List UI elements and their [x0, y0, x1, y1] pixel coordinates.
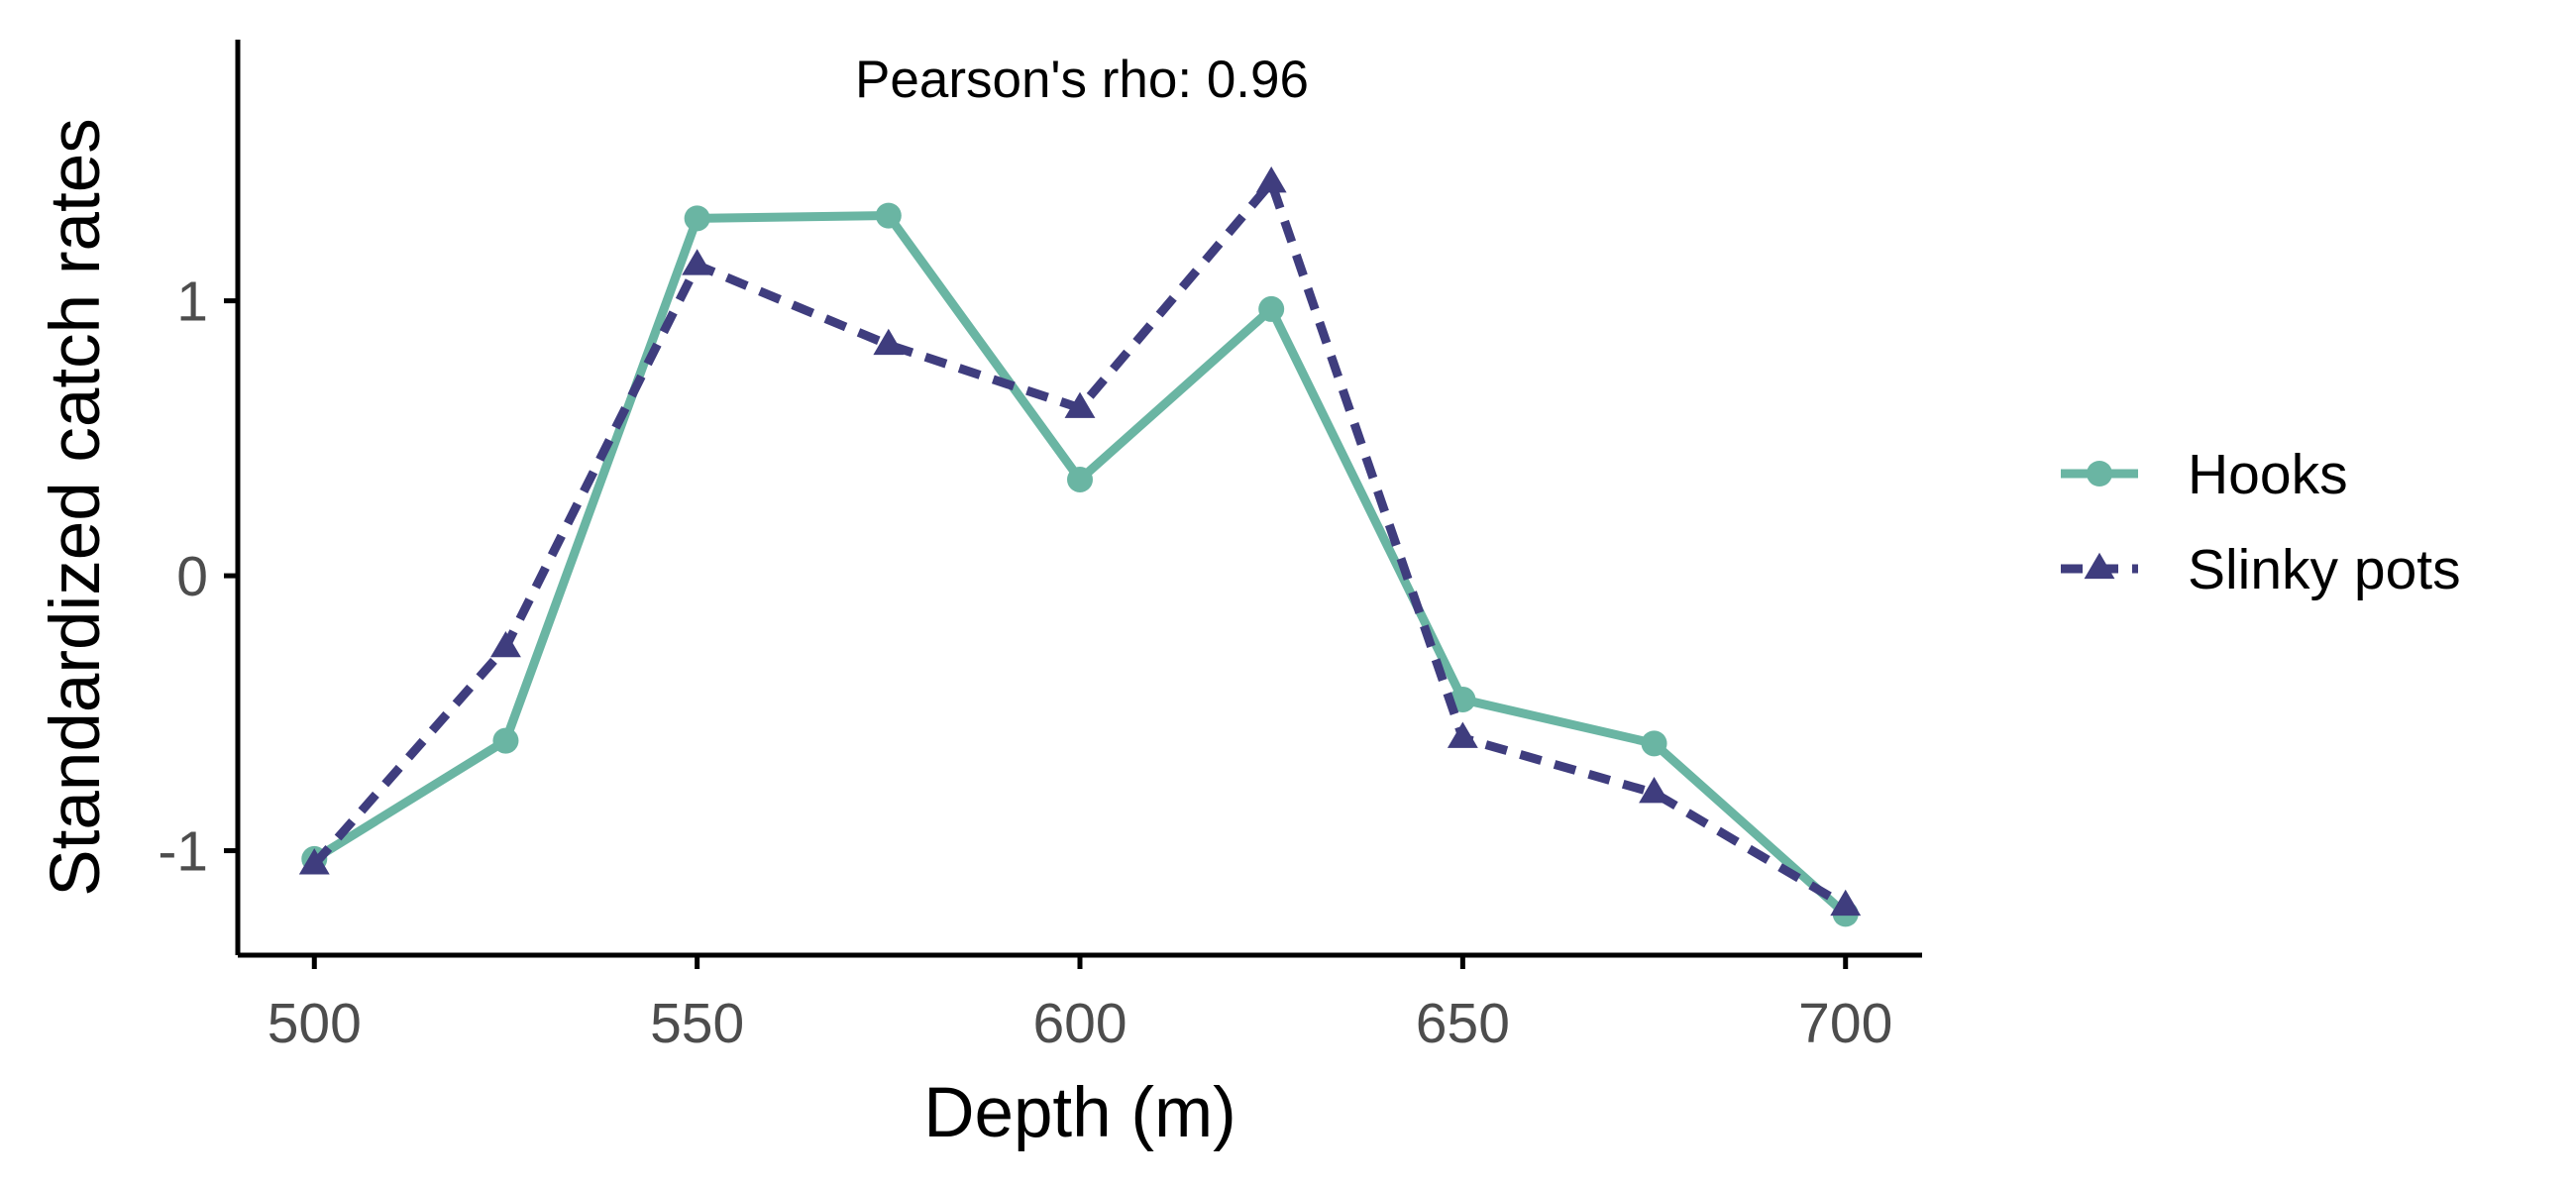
data-point-slinky-pots	[682, 249, 713, 275]
x-tick-label: 550	[650, 992, 744, 1055]
legend-item-slinky-pots: Slinky pots	[2061, 538, 2461, 601]
y-tick-label: 1	[176, 270, 208, 334]
data-point-hooks	[1258, 295, 1285, 322]
x-tick-label: 600	[1032, 992, 1127, 1055]
x-axis-title: Depth (m)	[923, 1074, 1236, 1152]
legend-key-marker	[2087, 461, 2112, 486]
y-tick-label: -1	[158, 820, 208, 884]
data-point-slinky-pots	[298, 848, 330, 875]
series-layer	[298, 166, 1862, 927]
data-point-slinky-pots	[1064, 391, 1096, 418]
x-tick-label: 700	[1798, 992, 1892, 1055]
data-point-slinky-pots	[1255, 166, 1287, 193]
y-axis-title: Standardized catch rates	[37, 118, 115, 896]
data-point-hooks	[875, 202, 902, 229]
legend-key-marker	[2084, 552, 2115, 580]
data-point-hooks	[684, 205, 710, 232]
series-hooks	[301, 202, 1859, 927]
y-tick-label: 0	[176, 545, 208, 608]
data-point-slinky-pots	[1639, 777, 1669, 804]
y-axis-ticks: -1 0 1	[158, 270, 238, 884]
correlation-annotation: Pearson's rho: 0.96	[855, 51, 1309, 109]
data-point-slinky-pots	[873, 328, 905, 356]
data-point-hooks	[492, 727, 519, 754]
x-tick-label: 650	[1416, 992, 1510, 1055]
data-point-hooks	[1067, 466, 1093, 492]
legend-label: Hooks	[2188, 443, 2348, 506]
series-line-slinky-pots	[310, 177, 1849, 910]
data-point-slinky-pots	[1830, 889, 1862, 917]
series-slinky-pots	[298, 166, 1862, 917]
legend-label: Slinky pots	[2188, 538, 2461, 601]
data-point-hooks	[1641, 730, 1667, 757]
series-line-hooks	[311, 211, 1849, 918]
data-point-slinky-pots	[1447, 721, 1478, 748]
x-tick-label: 500	[268, 992, 362, 1055]
legend: Hooks Slinky pots	[2061, 443, 2461, 601]
legend-item-hooks: Hooks	[2061, 443, 2348, 506]
x-axis-ticks: 500 550 600 650 700	[268, 955, 1892, 1055]
data-point-slinky-pots	[490, 630, 521, 658]
